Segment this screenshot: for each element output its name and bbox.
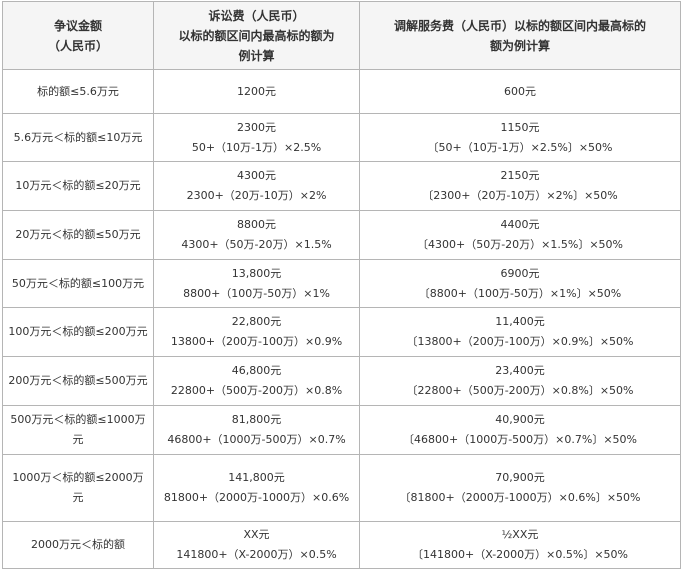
fee-amount: 1200元	[237, 84, 276, 98]
fee-amount: 22,800元	[231, 315, 282, 328]
mediation-cell: 2150元 〔2300+（20万-10万）×2%〕×50%	[359, 161, 681, 211]
fee-amount: 4400元	[500, 218, 540, 231]
fee-formula: 46800+（1000万-500万）×0.7%	[167, 433, 346, 446]
litigation-cell: 1200元	[153, 69, 360, 114]
fee-amount: 2150元	[500, 169, 540, 182]
fee-amount: 40,900元	[495, 413, 545, 426]
litigation-cell: 141,800元 81800+（2000万-1000万）×0.6%	[153, 454, 360, 522]
fee-formula: 〔46800+（1000万-500万）×0.7%〕×50%	[403, 433, 637, 446]
range-cell: 1000万＜标的额≤2000万元	[2, 454, 154, 522]
header-text: 以标的额区间内最高标的额为	[178, 28, 335, 43]
header-dispute-amount: 争议金额 （人民币）	[2, 1, 154, 70]
mediation-cell: ½XX元 〔141800+（X-2000万）×0.5%〕×50%	[359, 521, 681, 569]
fee-amount: 8800元	[237, 218, 276, 231]
table-row: 1000万＜标的额≤2000万元 141,800元 81800+（2000万-1…	[2, 454, 681, 522]
fee-amount: 70,900元	[495, 471, 545, 484]
litigation-cell: 8800元 4300+（50万-20万）×1.5%	[153, 210, 360, 260]
fee-formula: 〔81800+（2000万-1000万）×0.6%〕×50%	[399, 491, 641, 504]
fee-amount: 600元	[504, 84, 536, 98]
mediation-cell: 4400元 〔4300+（50万-20万）×1.5%〕×50%	[359, 210, 681, 260]
litigation-cell: 22,800元 13800+（200万-100万）×0.9%	[153, 307, 360, 357]
mediation-cell: 70,900元 〔81800+（2000万-1000万）×0.6%〕×50%	[359, 454, 681, 522]
fee-amount: 1150元	[500, 120, 540, 134]
litigation-cell: 81,800元 46800+（1000万-500万）×0.7%	[153, 405, 360, 455]
fee-formula: 2300+（20万-10万）×2%	[186, 189, 327, 202]
header-text: 调解服务费（人民币）以标的额区间内最高标的	[393, 18, 646, 33]
header-text: 例计算	[238, 48, 275, 63]
range-cell: 200万元＜标的额≤500万元	[2, 356, 154, 406]
mediation-cell: 23,400元 〔22800+（500万-200万）×0.8%〕×50%	[359, 356, 681, 406]
fee-formula: 8800+（100万-50万）×1%	[183, 286, 330, 300]
fee-formula: 〔50+（10万-1万）×2.5%〕×50%	[427, 140, 613, 154]
range-cell: 50万元＜标的额≤100万元	[2, 259, 154, 308]
table-row: 2000万元＜标的额 XX元 141800+（X-2000万）×0.5% ½XX…	[2, 521, 681, 569]
table-row: 10万元＜标的额≤20万元 4300元 2300+（20万-10万）×2% 21…	[2, 161, 681, 211]
header-text: 额为例计算	[489, 38, 550, 53]
range-cell: 2000万元＜标的额	[2, 521, 154, 569]
fee-formula: 〔22800+（500万-200万）×0.8%〕×50%	[406, 384, 634, 397]
fee-formula: 〔8800+（100万-50万）×1%〕×50%	[418, 286, 622, 300]
fee-formula: 〔141800+（X-2000万）×0.5%〕×50%	[412, 548, 628, 561]
litigation-cell: 4300元 2300+（20万-10万）×2%	[153, 161, 360, 211]
fee-amount: ½XX元	[501, 528, 539, 541]
litigation-cell: 46,800元 22800+（500万-200万）×0.8%	[153, 356, 360, 406]
fee-formula: 22800+（500万-200万）×0.8%	[170, 384, 343, 397]
fee-amount: 4300元	[237, 169, 276, 182]
fee-formula: 〔2300+（20万-10万）×2%〕×50%	[422, 189, 618, 202]
mediation-cell: 40,900元 〔46800+（1000万-500万）×0.7%〕×50%	[359, 405, 681, 455]
fee-amount: XX元	[243, 528, 270, 541]
table-row: 50万元＜标的额≤100万元 13,800元 8800+（100万-50万）×1…	[2, 259, 681, 308]
mediation-cell: 11,400元 〔13800+（200万-100万）×0.9%〕×50%	[359, 307, 681, 357]
range-cell: 500万元＜标的额≤1000万元	[2, 405, 154, 455]
range-cell: 5.6万元＜标的额≤10万元	[2, 113, 154, 162]
litigation-cell: 2300元 50+（10万-1万）×2.5%	[153, 113, 360, 162]
table-row: 5.6万元＜标的额≤10万元 2300元 50+（10万-1万）×2.5% 11…	[2, 113, 681, 162]
fee-formula: 〔13800+（200万-100万）×0.9%〕×50%	[406, 335, 634, 348]
header-row: 争议金额 （人民币） 诉讼费（人民币） 以标的额区间内最高标的额为 例计算 调解…	[2, 1, 681, 70]
fee-amount: 13,800元	[231, 266, 282, 280]
header-text: 争议金额	[53, 18, 102, 33]
fee-amount: 141,800元	[228, 471, 285, 484]
fee-formula: 13800+（200万-100万）×0.9%	[170, 335, 343, 348]
fee-formula: 141800+（X-2000万）×0.5%	[176, 548, 337, 561]
header-text: 诉讼费（人民币）	[208, 8, 305, 23]
fee-amount: 6900元	[500, 266, 540, 280]
fee-amount: 23,400元	[495, 364, 545, 377]
fee-amount: 2300元	[237, 120, 276, 134]
table-row: 标的额≤5.6万元 1200元 600元	[2, 69, 681, 114]
header-litigation-fee: 诉讼费（人民币） 以标的额区间内最高标的额为 例计算	[153, 1, 360, 70]
range-cell: 标的额≤5.6万元	[2, 69, 154, 114]
fee-formula: 81800+（2000万-1000万）×0.6%	[163, 491, 350, 504]
header-mediation-fee: 调解服务费（人民币）以标的额区间内最高标的 额为例计算	[359, 1, 681, 70]
range-cell: 100万元＜标的额≤200万元	[2, 307, 154, 357]
fee-formula: 4300+（50万-20万）×1.5%	[181, 238, 332, 251]
header-text: （人民币）	[47, 38, 108, 53]
mediation-cell: 6900元 〔8800+（100万-50万）×1%〕×50%	[359, 259, 681, 308]
litigation-cell: XX元 141800+（X-2000万）×0.5%	[153, 521, 360, 569]
table-row: 200万元＜标的额≤500万元 46,800元 22800+（500万-200万…	[2, 356, 681, 406]
fee-formula: 〔4300+（50万-20万）×1.5%〕×50%	[416, 238, 623, 251]
table-row: 500万元＜标的额≤1000万元 81,800元 46800+（1000万-50…	[2, 405, 681, 455]
fee-amount: 46,800元	[231, 364, 282, 377]
fee-formula: 50+（10万-1万）×2.5%	[191, 140, 322, 154]
range-cell: 10万元＜标的额≤20万元	[2, 161, 154, 211]
mediation-cell: 1150元 〔50+（10万-1万）×2.5%〕×50%	[359, 113, 681, 162]
litigation-cell: 13,800元 8800+（100万-50万）×1%	[153, 259, 360, 308]
fee-amount: 11,400元	[495, 315, 545, 328]
fee-amount: 81,800元	[231, 413, 282, 426]
table-row: 100万元＜标的额≤200万元 22,800元 13800+（200万-100万…	[2, 307, 681, 357]
table-row: 20万元＜标的额≤50万元 8800元 4300+（50万-20万）×1.5% …	[2, 210, 681, 260]
range-cell: 20万元＜标的额≤50万元	[2, 210, 154, 260]
mediation-cell: 600元	[359, 69, 681, 114]
